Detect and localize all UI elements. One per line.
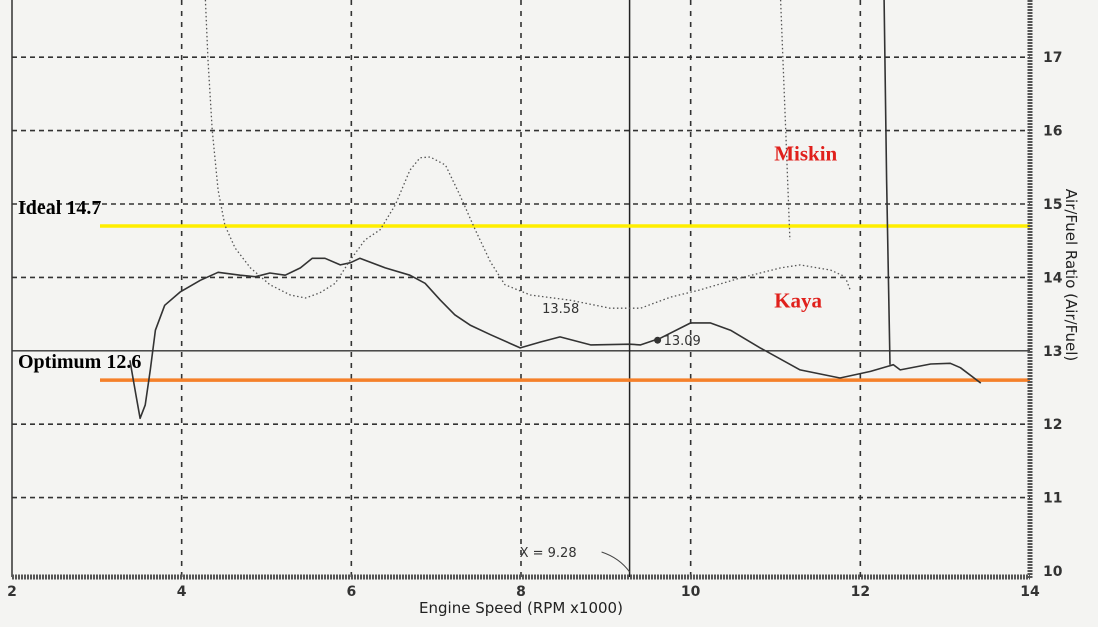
solid-series-line	[883, 0, 891, 365]
series-group	[129, 0, 982, 420]
x-tick-label: 14	[1020, 584, 1040, 600]
x-tick-label: 2	[7, 584, 17, 600]
x-tick-label: 4	[177, 584, 187, 600]
y-tick-label: 10	[1043, 564, 1063, 580]
dotted-series-line	[204, 0, 851, 309]
data-value-label: 13.09	[664, 334, 701, 349]
reference-label: Ideal 14.7	[18, 197, 101, 219]
y-tick-label: 17	[1043, 50, 1062, 66]
y-tick-label: 16	[1043, 124, 1062, 140]
reference-label: Optimum 12.6	[18, 351, 141, 373]
x-axis-title: Engine Speed (RPM x1000)	[419, 599, 623, 617]
x-tick-label: 8	[516, 584, 526, 600]
data-value-label: 13.58	[542, 302, 579, 317]
y-tick-label: 14	[1043, 270, 1063, 286]
series-label: Miskin	[774, 142, 837, 166]
cursor-leader	[601, 551, 630, 573]
y-tick-label: 12	[1043, 417, 1062, 433]
x-tick-label: 12	[851, 584, 870, 600]
x-tick-label: 10	[681, 584, 701, 600]
y-tick-label: 15	[1043, 197, 1062, 213]
grid	[12, 0, 1030, 577]
y-axis-title: Air/Fuel Ratio (Air/Fuel)	[1062, 189, 1080, 361]
cursor-label: X = 9.28	[520, 546, 577, 561]
solid-series-line	[129, 257, 982, 420]
y-tick-label: 11	[1043, 491, 1062, 507]
series-label: Kaya	[774, 288, 822, 312]
y-tick-label: 13	[1043, 344, 1062, 360]
annotations: X = 9.28 13.58 13.09 Miskin Kaya	[520, 142, 838, 573]
x-tick-label: 6	[346, 584, 356, 600]
reference-lines: Ideal 14.7 Optimum 12.6	[18, 197, 1030, 382]
data-point-marker	[654, 336, 662, 344]
